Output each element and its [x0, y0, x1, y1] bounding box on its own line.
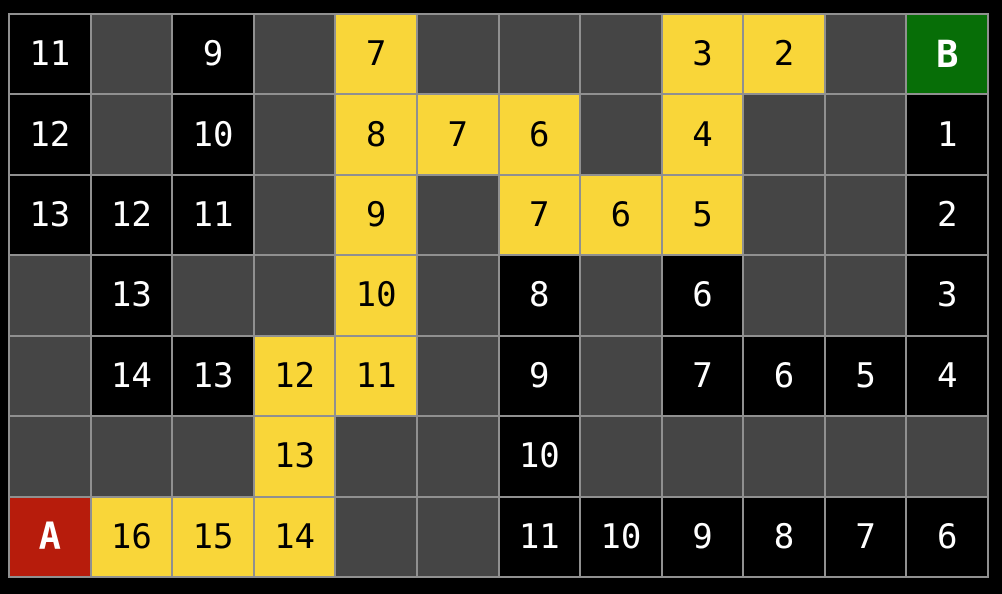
path-cell: 6: [499, 95, 580, 174]
distance-cell: 5: [825, 336, 906, 416]
path-cell: 14: [254, 497, 335, 576]
path-cell: 16: [91, 497, 172, 576]
wall-cell: [417, 15, 498, 94]
start-cell: A: [10, 497, 90, 576]
wall-cell: [581, 336, 661, 416]
distance-cell: 11: [10, 15, 90, 94]
wall-cell: [254, 15, 335, 94]
wall-cell: [417, 175, 498, 255]
path-cell: 5: [662, 175, 743, 255]
distance-cell: 11: [499, 497, 580, 576]
distance-cell: 8: [499, 256, 580, 335]
wall-cell: [417, 417, 498, 496]
distance-cell: 1: [907, 95, 987, 174]
wall-cell: [744, 417, 824, 496]
path-cell: 2: [744, 15, 824, 94]
wall-cell: [254, 256, 335, 335]
wall-cell: [417, 256, 498, 335]
distance-cell: 6: [662, 256, 743, 335]
path-cell: 8: [336, 95, 416, 174]
path-cell: 6: [581, 175, 661, 255]
distance-cell: 6: [907, 497, 987, 576]
wall-cell: [417, 336, 498, 416]
wall-cell: [10, 256, 90, 335]
wall-cell: [417, 497, 498, 576]
path-cell: 4: [662, 95, 743, 174]
path-cell: 9: [336, 175, 416, 255]
path-cell: 7: [499, 175, 580, 255]
pathfinding-board: 11 9 7 3 2 B 12 10 8 7 6 4 1 13 12 11 9 7 6 5 2 13 10 8 6 3 14 13 12…: [8, 13, 989, 578]
distance-cell: 7: [662, 336, 743, 416]
distance-cell: 13: [91, 256, 172, 335]
distance-cell: 9: [173, 15, 253, 94]
wall-cell: [825, 15, 906, 94]
path-cell: 12: [254, 336, 335, 416]
wall-cell: [825, 256, 906, 335]
distance-cell: 7: [825, 497, 906, 576]
wall-cell: [336, 417, 416, 496]
wall-cell: [91, 15, 172, 94]
distance-cell: 9: [499, 336, 580, 416]
wall-cell: [254, 95, 335, 174]
distance-cell: 3: [907, 256, 987, 335]
wall-cell: [254, 175, 335, 255]
wall-cell: [581, 15, 661, 94]
goal-cell: B: [907, 15, 987, 94]
distance-cell: 12: [91, 175, 172, 255]
distance-cell: 10: [173, 95, 253, 174]
path-cell: 11: [336, 336, 416, 416]
wall-cell: [662, 417, 743, 496]
wall-cell: [10, 336, 90, 416]
path-cell: 3: [662, 15, 743, 94]
wall-cell: [581, 95, 661, 174]
distance-cell: 8: [744, 497, 824, 576]
wall-cell: [744, 175, 824, 255]
distance-cell: 11: [173, 175, 253, 255]
path-cell: 15: [173, 497, 253, 576]
wall-cell: [336, 497, 416, 576]
distance-cell: 14: [91, 336, 172, 416]
wall-cell: [744, 95, 824, 174]
wall-cell: [499, 15, 580, 94]
wall-cell: [907, 417, 987, 496]
distance-cell: 9: [662, 497, 743, 576]
pathfinding-grid: 11 9 7 3 2 B 12 10 8 7 6 4 1 13 12 11 9 7 6 5 2 13 10 8 6 3 14 13 12…: [10, 15, 987, 576]
wall-cell: [10, 417, 90, 496]
wall-cell: [744, 256, 824, 335]
wall-cell: [825, 175, 906, 255]
distance-cell: 13: [10, 175, 90, 255]
path-cell: 10: [336, 256, 416, 335]
wall-cell: [581, 256, 661, 335]
distance-cell: 4: [907, 336, 987, 416]
wall-cell: [825, 95, 906, 174]
wall-cell: [91, 417, 172, 496]
wall-cell: [581, 417, 661, 496]
path-cell: 7: [336, 15, 416, 94]
distance-cell: 2: [907, 175, 987, 255]
path-cell: 7: [417, 95, 498, 174]
distance-cell: 10: [581, 497, 661, 576]
distance-cell: 13: [173, 336, 253, 416]
path-cell: 13: [254, 417, 335, 496]
wall-cell: [173, 417, 253, 496]
distance-cell: 12: [10, 95, 90, 174]
wall-cell: [173, 256, 253, 335]
wall-cell: [825, 417, 906, 496]
distance-cell: 6: [744, 336, 824, 416]
wall-cell: [91, 95, 172, 174]
distance-cell: 10: [499, 417, 580, 496]
